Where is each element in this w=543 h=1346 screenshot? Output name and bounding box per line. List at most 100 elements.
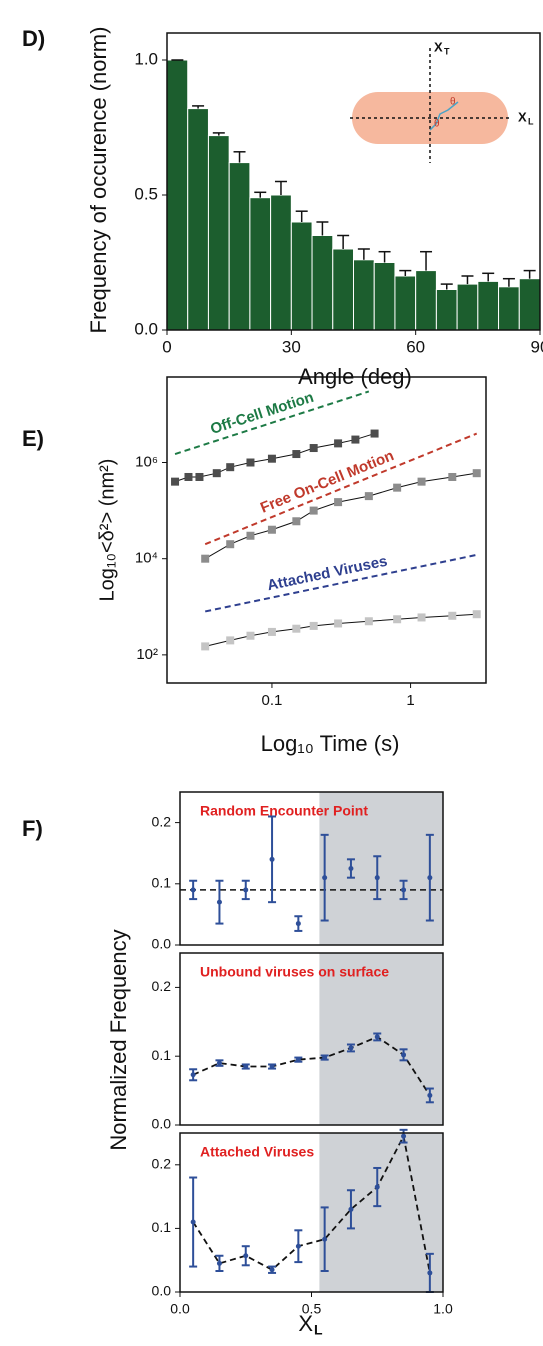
point <box>448 611 457 620</box>
error-bar <box>420 250 433 271</box>
subplot-title: Random Encounter Point <box>200 803 368 819</box>
x-tick-label: 1 <box>406 692 414 709</box>
x-tick-label: 1.0 <box>433 1301 453 1317</box>
point <box>374 1184 380 1190</box>
panel: F) Normalized Frequency Random Encounter P… <box>22 791 444 1151</box>
point <box>417 613 426 622</box>
point <box>334 439 343 448</box>
point <box>364 492 373 501</box>
error-bar <box>192 105 205 109</box>
shaded-region <box>319 953 443 1125</box>
bar <box>394 275 417 331</box>
point <box>243 887 249 893</box>
plot-frame <box>166 32 541 331</box>
point <box>370 429 379 438</box>
y-tick-label: 10² <box>136 646 158 663</box>
panel-label: D) <box>22 26 45 51</box>
x-axis-label-sub: L <box>314 1322 323 1338</box>
x-axis-label: Log₁₀ Time (s) <box>261 731 400 756</box>
point <box>472 469 481 478</box>
error-bar <box>254 191 267 198</box>
point <box>184 472 193 481</box>
y-axis-label: Normalized Frequency <box>106 929 131 1150</box>
bar <box>332 248 354 331</box>
point <box>427 875 433 881</box>
error-bar <box>316 221 329 236</box>
point <box>190 1072 196 1078</box>
error-bar <box>482 272 495 282</box>
bar <box>207 135 230 331</box>
point <box>295 1057 301 1063</box>
point <box>348 1206 354 1212</box>
error-bar <box>523 269 536 279</box>
bar <box>415 270 437 331</box>
point <box>393 483 402 492</box>
point <box>322 1055 328 1061</box>
point <box>374 1034 380 1040</box>
point <box>309 506 318 515</box>
point <box>243 1064 249 1070</box>
point <box>216 1060 222 1066</box>
bar <box>373 262 396 331</box>
point <box>401 887 407 893</box>
plot-frame <box>166 376 487 684</box>
point <box>309 621 318 630</box>
point <box>226 636 235 645</box>
point <box>216 1260 222 1266</box>
point <box>201 554 210 563</box>
bar <box>477 280 500 331</box>
point <box>364 617 373 626</box>
guide-line <box>174 390 370 455</box>
y-tick-label: 0.1 <box>152 1219 172 1235</box>
point <box>292 517 301 526</box>
point <box>201 642 210 651</box>
point <box>246 631 255 640</box>
point <box>246 531 255 540</box>
point <box>212 469 221 478</box>
y-tick-label: 0.0 <box>152 936 172 952</box>
x-tick-label: 0.5 <box>302 1301 322 1317</box>
point <box>292 624 301 633</box>
guide-label: Attached Viruses <box>266 553 389 595</box>
y-tick-label: 0.1 <box>152 875 172 891</box>
y-tick-label: 0.1 <box>152 1047 172 1063</box>
point <box>195 472 204 481</box>
error-bar <box>337 234 350 249</box>
point <box>309 444 318 453</box>
point <box>269 1267 275 1273</box>
bar <box>228 162 251 331</box>
x-tick-label: 0.1 <box>262 692 283 709</box>
point <box>267 454 276 463</box>
x-tick-label: 30 <box>282 337 301 356</box>
point <box>269 1064 275 1070</box>
y-tick-label: 0.0 <box>134 319 158 338</box>
y-axis-label: Log₁₀<δ²> (nm²) <box>96 459 118 602</box>
point <box>427 1270 433 1276</box>
subplot-title: Unbound viruses on surface <box>200 964 389 980</box>
point <box>401 1133 407 1139</box>
point <box>351 435 360 444</box>
panel: E) Log₁₀<δ²> (nm²) Log₁₀ Time (s) 10² 10⁴ 10⁶… <box>22 376 487 756</box>
bar <box>249 197 272 331</box>
point <box>348 866 354 871</box>
x-tick-label: 90 <box>531 337 543 356</box>
y-tick-label: 0.2 <box>152 813 172 829</box>
panel-label: E) <box>22 426 44 451</box>
point <box>226 540 235 549</box>
error-bar <box>502 277 515 287</box>
y-tick-label: 0.2 <box>152 978 172 994</box>
bar <box>435 289 458 331</box>
point <box>216 899 222 905</box>
point <box>246 458 255 467</box>
point <box>226 463 235 472</box>
y-tick-label: 10⁴ <box>135 550 158 567</box>
point <box>243 1253 249 1259</box>
point <box>472 610 481 619</box>
y-tick-label: 0.5 <box>134 184 158 203</box>
point <box>348 1045 354 1051</box>
y-tick-label: 0.2 <box>152 1156 172 1172</box>
point <box>190 887 196 893</box>
bar <box>187 108 209 331</box>
point <box>292 450 301 459</box>
